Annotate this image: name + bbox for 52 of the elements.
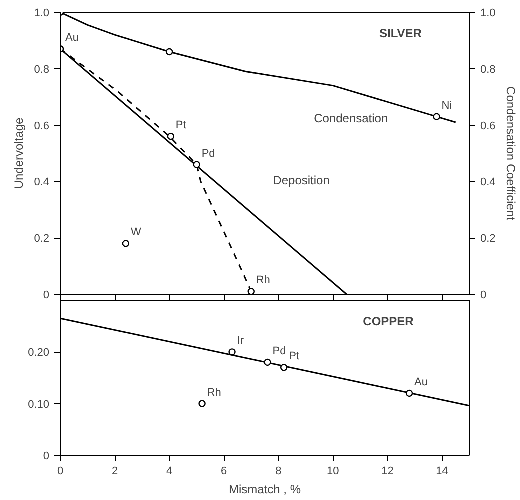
annotation: Condensation [314, 111, 388, 126]
point [406, 390, 414, 398]
point [248, 288, 255, 294]
y-tick-label: 0.10 [28, 398, 50, 411]
annotation: Deposition [273, 173, 330, 188]
x-tick-label: 0 [57, 466, 64, 478]
x-tick-label: 8 [276, 466, 282, 478]
y2-tick-label: 0.4 [480, 176, 496, 189]
y-tick-label: 0.8 [34, 64, 50, 76]
y-tick-label: 1.0 [34, 8, 50, 20]
point [228, 348, 236, 356]
x-tick-label: 10 [327, 466, 340, 478]
point [433, 113, 440, 120]
point [193, 161, 200, 168]
y2-tick-label: 0 [480, 290, 487, 302]
annotation: Pt [176, 120, 186, 132]
x-tick-label: 2 [112, 466, 118, 478]
annotation: Au [66, 32, 79, 44]
point [166, 48, 174, 56]
annotation: Ir [237, 335, 244, 348]
x-tick-label: 14 [436, 466, 448, 478]
annotation: COPPER [363, 314, 414, 328]
y2-tick-label: 1.0 [480, 8, 496, 20]
point [280, 364, 288, 372]
annotation: W [130, 226, 142, 239]
annotation: Pd [202, 148, 216, 160]
y-tick-label: 0.2 [34, 233, 50, 246]
annotation: Rh [256, 274, 270, 287]
point [122, 240, 130, 248]
annotation: Ni [442, 100, 452, 112]
annotation: Pd [272, 346, 286, 358]
y2-tick-label: 0.2 [480, 233, 496, 246]
y-axis-title: Undervoltage [12, 117, 26, 190]
y-tick-label: 0 [43, 450, 50, 462]
point [264, 358, 272, 366]
y-tick-label: 0.4 [34, 176, 50, 189]
point [167, 132, 175, 140]
annotation: Au [414, 376, 428, 388]
x-axis-title: Mismatch , % [228, 482, 302, 496]
annotation: Rh [207, 386, 222, 399]
x-tick-label: 4 [166, 466, 173, 478]
annotation: Pt [289, 350, 300, 363]
y-tick-label: 0.20 [28, 347, 50, 360]
x-tick-label: 12 [382, 466, 394, 478]
point [198, 400, 206, 408]
y2-tick-label: 0.6 [480, 120, 496, 132]
y-tick-label: 0 [43, 290, 50, 302]
y2-tick-label: 0.8 [480, 64, 496, 76]
y-tick-label: 0.6 [34, 120, 50, 132]
annotation: SILVER [380, 26, 422, 41]
y2-axis-title: Condensation Coefficient [504, 86, 518, 222]
x-tick-label: 6 [221, 466, 228, 478]
